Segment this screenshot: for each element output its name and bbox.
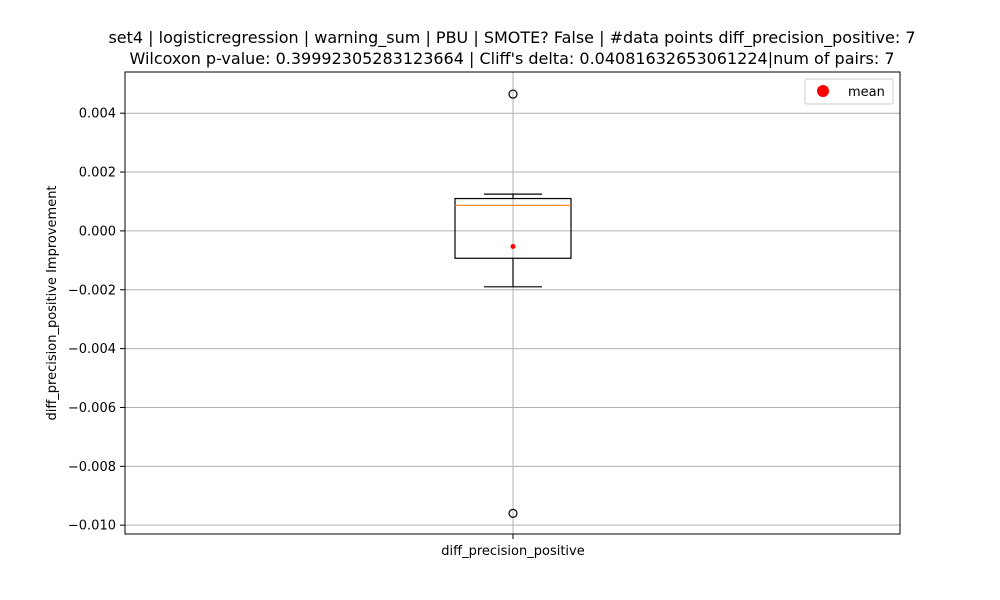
legend-mean-label: mean (848, 85, 885, 100)
chart-title-line-1: set4 | logisticregression | warning_sum … (108, 28, 915, 48)
x-tick-label: diff_precision_positive (441, 544, 584, 559)
y-tick-label: −0.004 (68, 342, 116, 357)
iqr-box (454, 197, 572, 259)
chart-title-line-2: Wilcoxon p-value: 0.39992305283123664 | … (129, 49, 894, 68)
legend: mean (804, 78, 894, 105)
y-tick-label: −0.006 (68, 401, 116, 416)
legend-frame (804, 78, 894, 105)
y-tick-label: 0.000 (79, 224, 116, 239)
box-plot (454, 89, 572, 519)
outlier-point (508, 89, 518, 99)
outlier-point (508, 508, 518, 519)
y-axis-label: diff_precision_positive Improvement (45, 185, 60, 420)
y-tick-label: 0.004 (79, 107, 116, 122)
axes: 0.004 0.002 0.000 −0.002 −0.004 −0.006 −0.008 −… (68, 71, 901, 559)
y-tick-label: −0.002 (68, 283, 116, 298)
mean-marker (510, 244, 516, 250)
y-tick-label: −0.008 (68, 460, 116, 475)
y-tick-label: −0.010 (68, 519, 116, 534)
grid-lines (125, 72, 900, 534)
y-tick-label: 0.002 (79, 166, 116, 181)
legend-mean-marker (817, 85, 829, 97)
